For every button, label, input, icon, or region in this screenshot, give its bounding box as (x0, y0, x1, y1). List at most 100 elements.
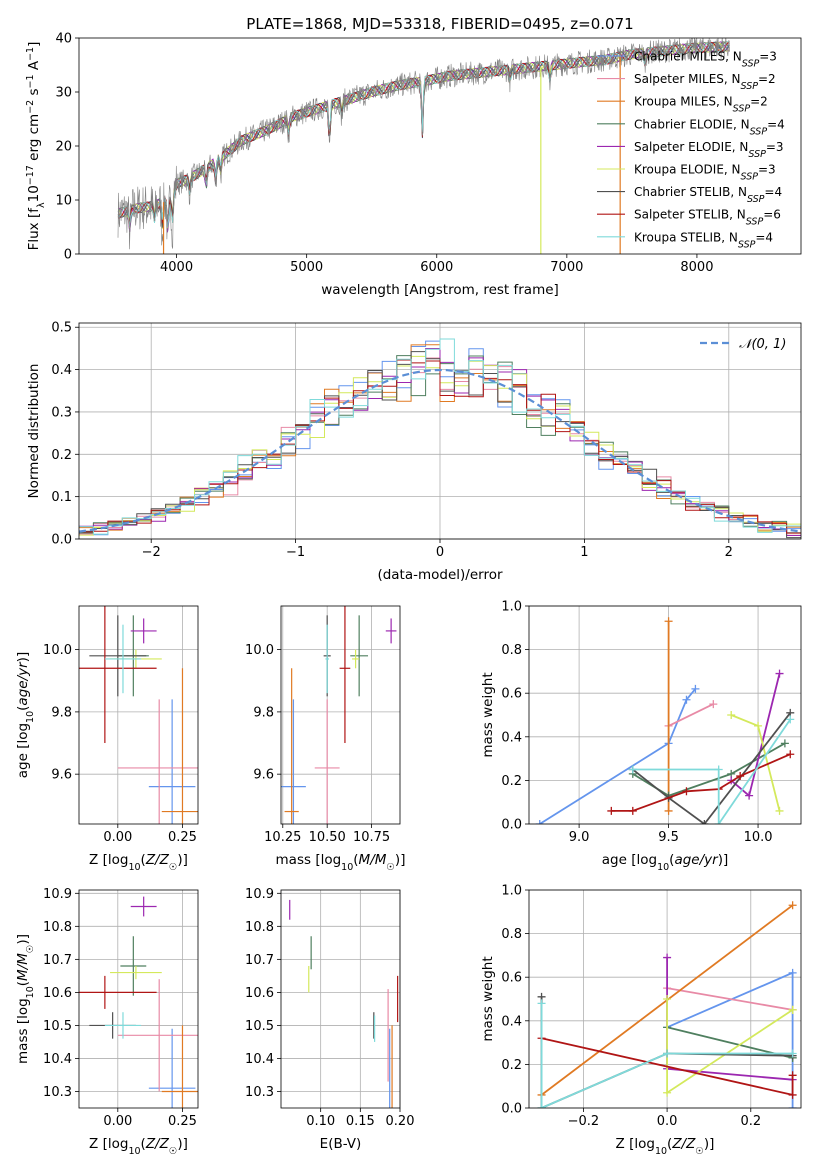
data-point (284, 668, 299, 824)
spectrum-model-line (117, 41, 730, 233)
data-point (350, 615, 369, 697)
x-tick-label: 5000 (290, 260, 323, 275)
label-part: =4 (764, 185, 782, 199)
weight-marker (709, 700, 718, 709)
label-part: erg cm (26, 114, 42, 165)
legend-entry: Chabrier ELODIE, NSSP=4 (634, 117, 785, 137)
label-part: Kroupa STELIB, N (634, 230, 738, 244)
spectrum-model-line (117, 41, 730, 229)
label-part: age [log (15, 723, 31, 778)
label-part: )] (704, 1136, 715, 1152)
data-point (104, 1012, 142, 1039)
label-part: −1 (25, 74, 36, 88)
y-axis-label: mass weight (480, 672, 496, 757)
weight-marker (788, 1071, 797, 1080)
data-point (79, 606, 157, 744)
weight-marker (754, 721, 763, 730)
y-tick-label: 0.8 (501, 927, 522, 942)
y-tick-label: 0.6 (501, 687, 522, 702)
x-tick-label: 9.0 (569, 830, 590, 845)
label-part: Z [log (89, 852, 128, 868)
weight-marker (682, 695, 691, 704)
label-part: Z [log (89, 1136, 128, 1152)
label-part: SSP (748, 148, 766, 159)
label-part: =2 (758, 72, 776, 86)
label-part: SSP (742, 58, 760, 69)
weight-marker (663, 995, 672, 1003)
x-tick-label: 1 (580, 545, 588, 560)
label-part: Chabrier STELIB, N (634, 185, 747, 199)
data-point (89, 615, 147, 697)
x-axis-label: mass [log10(M/M☉)] (276, 852, 406, 873)
label-part: Chabrier ELODIE, N (634, 117, 750, 131)
label-part: ( (669, 852, 674, 868)
label-part: =3 (766, 140, 784, 154)
figure-title: PLATE=1868, MJD=53318, FIBERID=0495, z=0… (246, 15, 633, 33)
label-part: Z/Z (145, 852, 170, 868)
axes-frame (78, 889, 199, 1109)
axes-frame (78, 605, 199, 825)
y-tick-label: 10.5 (43, 1019, 72, 1034)
weight-marker (537, 1104, 546, 1108)
label-part: )] (718, 852, 729, 868)
gaussian-curve (79, 368, 801, 533)
weight-marker (663, 1088, 672, 1097)
x-tick-label: 0.10 (306, 1114, 335, 1129)
y-tick-label: 10.7 (43, 953, 72, 968)
spectrum-model-line (117, 41, 730, 228)
weight_vs_age-plot (535, 617, 795, 824)
label-part: =3 (758, 163, 776, 177)
x-tick-label: 10.25 (264, 830, 301, 845)
label-part: Salpeter ELODIE, N (634, 140, 748, 154)
weight-marker (780, 739, 789, 748)
y-tick-label: 10.9 (245, 887, 274, 902)
mass_vs_ebv-axes: 0.10 0.15 0.20 10.3 10.4 10.5 10.6 10.7 10.8 10.9… (245, 887, 414, 1152)
y-axis-label: mass weight (480, 956, 496, 1041)
x-tick-label: 10.75 (353, 830, 390, 845)
label-part: )] (15, 652, 31, 663)
label-part: Z/Z (145, 1136, 170, 1152)
label-part: ☉ (695, 1146, 704, 1157)
figure-layer: 4000 5000 6000 7000 8000010203040wavelength … (15, 32, 802, 1157)
y-tick-label: 0.0 (501, 1102, 522, 1117)
label-part: age [log (602, 852, 657, 868)
legend-entry: 𝒩(0, 1) (739, 337, 786, 352)
x-tick-label: 2 (725, 545, 733, 560)
label-part: SSP (741, 171, 759, 182)
y-tick-label: 10.6 (43, 986, 72, 1001)
legend-entry: Salpeter ELODIE, NSSP=3 (634, 140, 784, 160)
y-tick-label: 10 (55, 194, 72, 209)
y-tick-label: 10.9 (43, 887, 72, 902)
weight-marker (691, 684, 700, 693)
label-part: =4 (767, 117, 785, 131)
data-point (120, 936, 147, 996)
y-tick-label: 0.4 (501, 730, 522, 745)
y-tick-label: 20 (55, 140, 72, 155)
x-axis-label: wavelength [Angstrom, rest frame] (321, 282, 559, 298)
histogram-step (79, 348, 801, 536)
y-tick-label: 9.6 (253, 768, 274, 783)
label-part: M/M (15, 953, 31, 981)
data-point (385, 618, 397, 644)
weight-series-line (632, 718, 792, 824)
label-part: −2 (25, 100, 36, 114)
y-tick-label: 0.0 (51, 533, 72, 548)
age_vs_Z-axes: 0.00 0.259.69.810.0Z [log10(Z/Z☉)]age [lo… (15, 605, 199, 873)
weight-marker (664, 617, 673, 626)
x-tick-label: −0.2 (568, 1114, 600, 1129)
y-tick-label: 10.3 (245, 1085, 274, 1100)
data-point (130, 896, 157, 917)
label-part: A (26, 60, 42, 74)
x-tick-label: 9.5 (658, 830, 679, 845)
x-tick-label: 10.0 (744, 830, 773, 845)
x-tick-label: 8000 (680, 260, 713, 275)
weight-marker (788, 1049, 797, 1058)
y-tick-label: 0.0 (501, 818, 522, 833)
label-part: M/M (359, 852, 387, 868)
y-axis-label: age [log10(age/yr)] (15, 652, 36, 778)
weight-marker (775, 669, 784, 678)
x-tick-label: −2 (142, 545, 161, 560)
label-part: SSP (733, 103, 751, 114)
weight-series-line (632, 712, 792, 824)
weight-marker (700, 820, 709, 824)
